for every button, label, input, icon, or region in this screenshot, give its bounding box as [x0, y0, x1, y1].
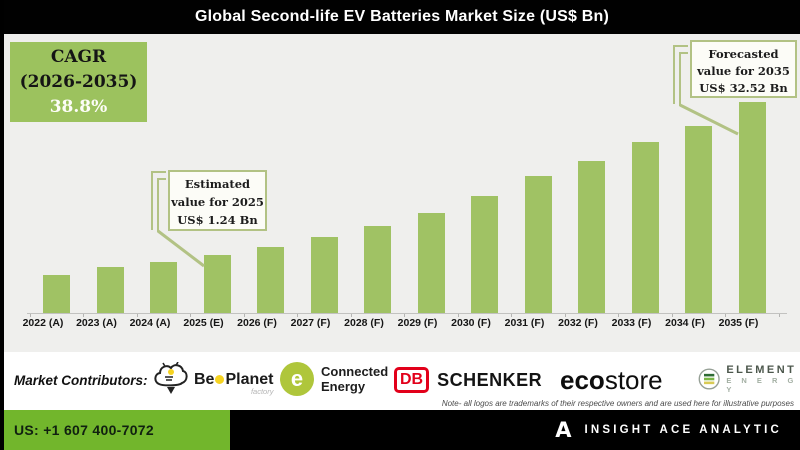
x-axis-tick	[511, 313, 513, 317]
beeplanet-text-planet: Planet	[225, 371, 274, 388]
x-axis-label: 2035 (F)	[718, 317, 759, 329]
x-axis-tick	[404, 313, 406, 317]
x-axis-tick	[297, 313, 299, 317]
footer-contact-block: US: +1 607 400-7072	[4, 410, 230, 450]
cagr-period: (2026-2035)	[19, 72, 138, 92]
x-axis-tick	[350, 313, 352, 317]
x-axis-label: 2030 (F)	[451, 317, 491, 329]
ecostore-logo: eco store	[560, 365, 663, 396]
x-axis-label: 2025 (E)	[183, 317, 224, 329]
element-energy-circle-icon	[698, 368, 720, 390]
footer-bar: US: +1 607 400-7072 A INSIGHT ACE ANALYT…	[4, 410, 800, 450]
x-axis-label: 2022 (A)	[22, 317, 64, 329]
beeplanet-text-be: Be	[194, 371, 215, 388]
schenker-wordmark: SCHENKER	[437, 369, 543, 390]
x-axis-label: 2031 (F)	[504, 317, 545, 329]
db-schenker-logo: DB SCHENKER	[394, 367, 542, 393]
insight-ace-logo-icon: A	[555, 418, 572, 442]
forecasted-value-annotation: Forecasted value for 2035 US$ 32.52 Bn	[690, 40, 797, 98]
energy-wordmark: E N E R G Y	[726, 376, 798, 394]
trademark-note: Note- all logos are trademarks of their …	[441, 399, 794, 408]
footer-brand-block: A INSIGHT ACE ANALYTIC	[230, 410, 800, 450]
bar-2022	[43, 275, 70, 313]
page-title: Global Second-life EV Batteries Market S…	[194, 8, 610, 25]
bar-2029	[417, 213, 445, 313]
bar-2033	[631, 142, 659, 313]
connected-energy-e-icon: e	[280, 362, 314, 396]
connected-energy-line2: Energy	[321, 379, 366, 394]
bar-2025	[203, 255, 231, 313]
annotation-value: US$ 32.52 Bn	[699, 81, 788, 95]
db-red-badge-icon: DB	[394, 367, 430, 393]
estimated-value-annotation: Estimated value for 2025 US$ 1.24 Bn	[168, 170, 267, 231]
element-energy-logo: ELEMENT E N E R G Y	[698, 364, 800, 394]
bar-2030	[471, 196, 498, 313]
x-axis-line	[27, 313, 787, 314]
cagr-label: CAGR	[50, 47, 107, 67]
x-axis-label: 2027 (F)	[290, 317, 331, 329]
x-axis-label: 2033 (F)	[611, 317, 652, 329]
x-axis-tick	[457, 313, 459, 317]
x-axis-tick	[190, 313, 192, 317]
element-wordmark: ELEMENT	[726, 364, 797, 376]
bar-chart: CAGR (2026-2035) 38.8% 2022 (A) 2023 (A) 2…	[4, 34, 800, 352]
bar-2027	[310, 237, 338, 313]
x-axis-label: 2032 (F)	[558, 317, 598, 329]
x-axis-label: 2028 (F)	[344, 317, 384, 329]
beeplanet-factory-label: factory	[250, 387, 274, 396]
annotation-value: US$ 1.24 Bn	[177, 213, 258, 227]
phone-number: US: +1 607 400-7072	[14, 422, 154, 438]
annotation-line: value for 2035	[697, 64, 790, 78]
ecostore-store: store	[604, 365, 663, 395]
x-axis-label: 2026 (F)	[237, 317, 277, 329]
x-axis-label: 2034 (F)	[665, 317, 705, 329]
bar-2032	[578, 161, 605, 313]
x-axis-tick	[29, 313, 31, 317]
ecostore-eco: eco	[560, 365, 605, 395]
x-axis-tick	[83, 313, 85, 317]
market-contributors-label: Market Contributors:	[14, 373, 148, 388]
x-axis-tick	[136, 313, 138, 317]
x-axis-tick	[564, 313, 566, 317]
x-axis-tick	[243, 313, 245, 317]
connected-energy-logo: e Connected Energy	[280, 362, 388, 396]
bar-2035	[738, 102, 766, 313]
brand-name: INSIGHT ACE ANALYTIC	[584, 424, 782, 436]
annotation-line: Forecasted	[708, 47, 779, 61]
bar-2028	[364, 226, 391, 313]
title-bar: Global Second-life EV Batteries Market S…	[4, 0, 800, 34]
x-axis-tick	[618, 313, 620, 317]
annotation-line: value for 2025	[171, 195, 264, 209]
bar-2026	[257, 247, 284, 313]
beeplanet-logo: Be Planet factory	[152, 362, 273, 398]
x-axis-tick	[671, 313, 673, 317]
connected-energy-line1: Connected	[321, 364, 389, 379]
bar-2031	[524, 176, 552, 313]
x-axis-tick	[725, 313, 727, 317]
beeplanet-dot-icon	[215, 375, 225, 384]
bar-2034	[685, 126, 712, 313]
x-axis-label: 2024 (A)	[129, 317, 171, 329]
cagr-badge: CAGR (2026-2035) 38.8%	[10, 42, 147, 122]
x-axis-label: 2029 (F)	[397, 317, 438, 329]
bar-2024	[150, 262, 177, 313]
annotation-line: Estimated	[184, 177, 251, 191]
bar-2023	[96, 267, 124, 313]
x-axis-label: 2023 (A)	[76, 317, 117, 329]
bee-cloud-icon	[154, 362, 188, 394]
cagr-value: 38.8%	[49, 97, 108, 117]
x-axis-tick	[778, 313, 780, 317]
market-contributors-strip: Market Contributors: Be Planet factory e …	[4, 352, 800, 410]
